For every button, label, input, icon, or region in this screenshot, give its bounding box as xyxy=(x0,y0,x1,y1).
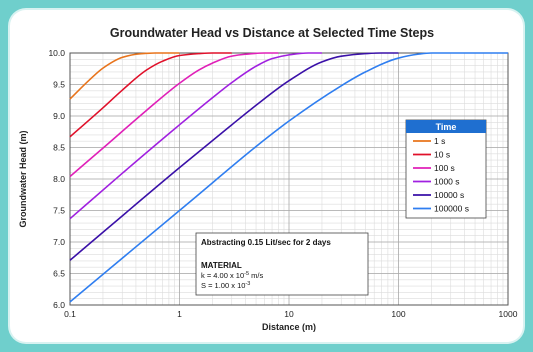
legend-items: 1 s 10 s 100 s 1000 s 10000 s 100000 s xyxy=(413,136,469,214)
plot-frame xyxy=(69,52,509,306)
y-tick-label: 9.0 xyxy=(53,111,65,121)
annotation-material-heading: MATERIAL xyxy=(201,261,242,270)
annotation-k-value: k = 4.00 x 10-5 m/s xyxy=(201,271,263,280)
annotation-abstraction: Abstracting 0.15 Lit/sec for 2 days xyxy=(201,238,331,247)
legend-label: 10000 s xyxy=(434,190,464,200)
s-exponent: -3 xyxy=(245,281,250,287)
legend-title-background xyxy=(406,120,486,133)
y-tick-label: 7.5 xyxy=(53,206,65,216)
k-exponent: -5 xyxy=(244,271,249,277)
series-line xyxy=(69,52,279,178)
series-line xyxy=(69,52,508,303)
series-line xyxy=(69,52,180,100)
chart-card: Groundwater Head vs Distance at Selected… xyxy=(10,10,523,342)
y-axis-label: Groundwater Head (m) xyxy=(18,130,28,227)
y-tick-label: 8.5 xyxy=(53,143,65,153)
y-tick-label: 9.5 xyxy=(53,80,65,90)
annotation-s-value: S = 1.00 x 10-3 xyxy=(201,281,250,290)
k-prefix: k = 4.00 x 10 xyxy=(201,271,244,280)
legend-title: Time xyxy=(436,122,457,132)
legend-label: 1 s xyxy=(434,136,445,146)
annotation-frame xyxy=(195,232,369,296)
legend-label: 10 s xyxy=(434,150,450,160)
chart-svg: Groundwater Head vs Distance at Selected… xyxy=(18,26,518,332)
series-line xyxy=(69,52,232,138)
s-prefix: S = 1.00 x 10 xyxy=(201,281,245,290)
legend-label: 1000 s xyxy=(434,177,460,187)
annotation-box: Abstracting 0.15 Lit/sec for 2 days MATE… xyxy=(195,232,369,296)
series-line xyxy=(69,52,322,220)
y-tick-label: 6.5 xyxy=(53,269,65,279)
chart-title: Groundwater Head vs Distance at Selected… xyxy=(110,26,434,40)
series-line xyxy=(69,52,399,261)
legend-label: 100 s xyxy=(434,163,455,173)
y-tick-label: 10.0 xyxy=(48,48,65,58)
y-tick-label: 7.0 xyxy=(53,237,65,247)
legend-label: 100000 s xyxy=(434,204,469,214)
legend-box xyxy=(405,119,487,219)
series-layer xyxy=(69,52,508,303)
x-tick-label: 1000 xyxy=(499,309,518,319)
y-tick-label: 6.0 xyxy=(53,300,65,310)
y-tick-label: 8.0 xyxy=(53,174,65,184)
x-axis-label: Distance (m) xyxy=(262,322,316,332)
x-tick-label: 1 xyxy=(177,309,182,319)
k-unit: m/s xyxy=(249,271,263,280)
x-tick-label: 10 xyxy=(284,309,294,319)
x-tick-label: 100 xyxy=(391,309,405,319)
tick-labels: 0.1 1 10 100 1000 6.0 6.5 7.0 7.5 8.0 8.5 9.0 9.5 10.… xyxy=(48,48,517,319)
x-tick-label: 0.1 xyxy=(64,309,76,319)
legend: Time 1 s 10 s 100 s 1000 s 10000 s 100000 s xyxy=(405,119,487,219)
